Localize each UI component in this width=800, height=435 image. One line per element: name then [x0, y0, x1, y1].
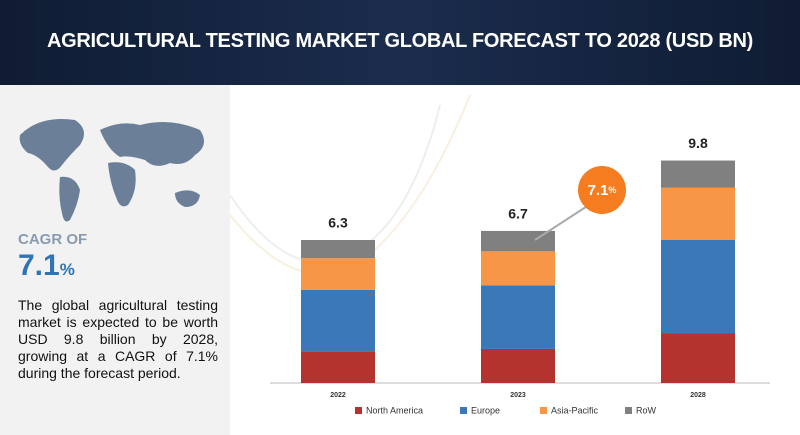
x-tick-label: 2023 — [510, 392, 526, 399]
legend-swatch — [625, 407, 632, 414]
cagr-value: 7.1% — [18, 249, 75, 283]
annotation-bubble — [578, 166, 626, 214]
legend-label: Europe — [471, 405, 500, 415]
legend-label: Asia-Pacific — [551, 405, 599, 415]
bar-segment — [481, 285, 555, 349]
total-label: 6.7 — [508, 206, 528, 222]
legend-swatch — [540, 407, 547, 414]
map-shapes — [19, 119, 204, 222]
cagr-number: 7.1 — [18, 249, 60, 282]
annotation-value: 7.1 — [588, 182, 609, 199]
world-map — [19, 119, 204, 222]
total-label: 9.8 — [688, 135, 708, 151]
bar-segment — [661, 239, 735, 334]
legend-label: RoW — [636, 405, 657, 415]
annotation-unit: % — [608, 185, 616, 195]
bar-segment — [661, 333, 735, 383]
chart: 6.3 2022 6.7 2023 9.8 2028 7.1% North America Eu… — [230, 94, 770, 415]
x-tick-label: 2022 — [330, 392, 346, 399]
legend-swatch — [460, 407, 467, 414]
decor-curve — [230, 94, 471, 275]
annotation-line — [534, 202, 593, 241]
description: The global agricultural testing market i… — [18, 297, 218, 381]
bar-segment — [481, 230, 555, 252]
cagr-unit: % — [59, 260, 75, 279]
x-tick-label: 2028 — [690, 392, 706, 399]
decor-curve — [230, 104, 441, 264]
bar-segment — [301, 258, 375, 290]
title: AGRICULTURAL TESTING MARKET GLOBAL FOREC… — [46, 30, 754, 52]
annotation-text: 7.1% — [588, 182, 617, 199]
bar-segment — [301, 289, 375, 352]
bar-segment — [481, 348, 555, 383]
bar-segment — [481, 251, 555, 286]
legend-label: North America — [366, 405, 423, 415]
bar-segment — [661, 187, 735, 240]
total-label: 6.3 — [328, 215, 348, 231]
cagr-label: CAGR OF — [18, 231, 88, 248]
sidebar: CAGR OF 7.1% The global agricultural tes… — [0, 85, 230, 435]
legend-swatch — [355, 407, 362, 414]
bar-segment — [301, 239, 375, 259]
bar-segment — [301, 351, 375, 383]
bar-segment — [661, 160, 735, 188]
header: AGRICULTURAL TESTING MARKET GLOBAL FOREC… — [0, 0, 800, 85]
